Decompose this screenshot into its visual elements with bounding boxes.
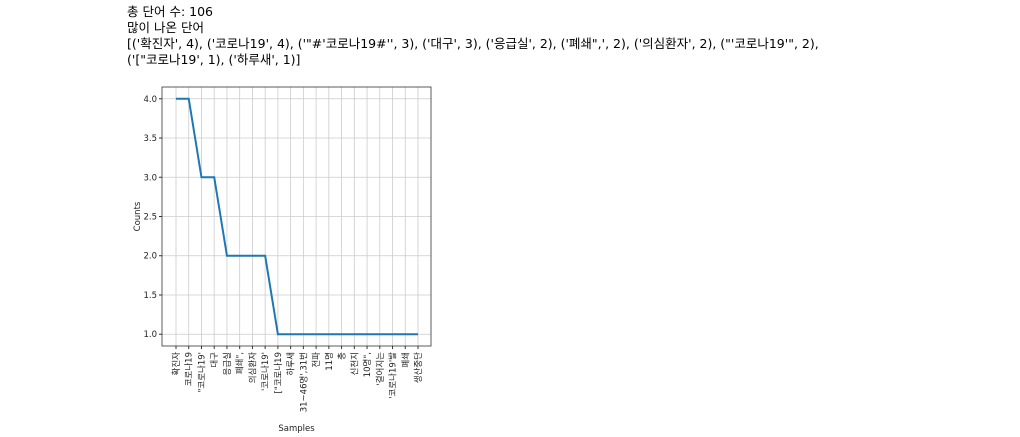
x-tick-label: ["코로나19 <box>274 352 284 394</box>
data-line <box>176 97 418 336</box>
output-line: ('["코로나19', 1), ('하루새', 1)] <box>127 52 301 67</box>
output-line: 많이 나온 단어 <box>127 20 204 35</box>
x-tick-label: 전파 <box>311 352 322 368</box>
x-tick-label: 생산중단 <box>413 352 424 383</box>
x-tick-label: 폐쇄", <box>235 352 246 374</box>
x-tick-label: 10명", <box>362 352 373 377</box>
x-tick-label: 코로나19 <box>185 352 195 386</box>
x-tick-label: '걸어지는 <box>375 352 386 386</box>
x-tick-label: 11명 <box>324 352 335 371</box>
x-tick-label: 확진자 <box>171 352 182 376</box>
x-tick-label: 폐쇄 <box>400 352 411 368</box>
output-line: 총 단어 수: 106 <box>127 4 213 19</box>
x-axis-label: Samples <box>278 424 315 434</box>
y-tick-label: 4.0 <box>143 95 157 105</box>
y-tick-label: 1.0 <box>143 330 157 340</box>
output-line: [('확진자', 4), ('코로나19', 4), ('"#'코로나19#''… <box>127 36 819 51</box>
x-tick-label: 응급실 <box>222 352 233 375</box>
x-tick-label: '코로나19'발 <box>388 352 399 399</box>
y-tick-label: 3.0 <box>143 173 157 183</box>
y-tick-label: 3.5 <box>143 134 157 144</box>
x-tick-label: "코로나19' <box>197 352 207 393</box>
y-tick-label: 2.5 <box>143 213 157 223</box>
x-tick-label: 대구 <box>210 352 220 368</box>
x-tick-label: 총 <box>338 352 348 360</box>
x-tick-label: 31~46명',31번 <box>298 352 309 412</box>
text-output: 총 단어 수: 106 많이 나온 단어 [('확진자', 4), ('코로나19'… <box>127 4 819 68</box>
y-axis-label: Counts <box>133 201 143 231</box>
x-tick-label: '코로나19' <box>261 352 271 391</box>
x-tick-label: 하루새 <box>286 352 297 375</box>
x-tick-label: 의심환자 <box>247 352 258 383</box>
plot-frame <box>161 86 432 347</box>
y-tick-label: 2.0 <box>143 252 157 262</box>
x-tick-label: 신천지 <box>349 352 360 375</box>
y-tick-label: 1.5 <box>143 291 157 301</box>
